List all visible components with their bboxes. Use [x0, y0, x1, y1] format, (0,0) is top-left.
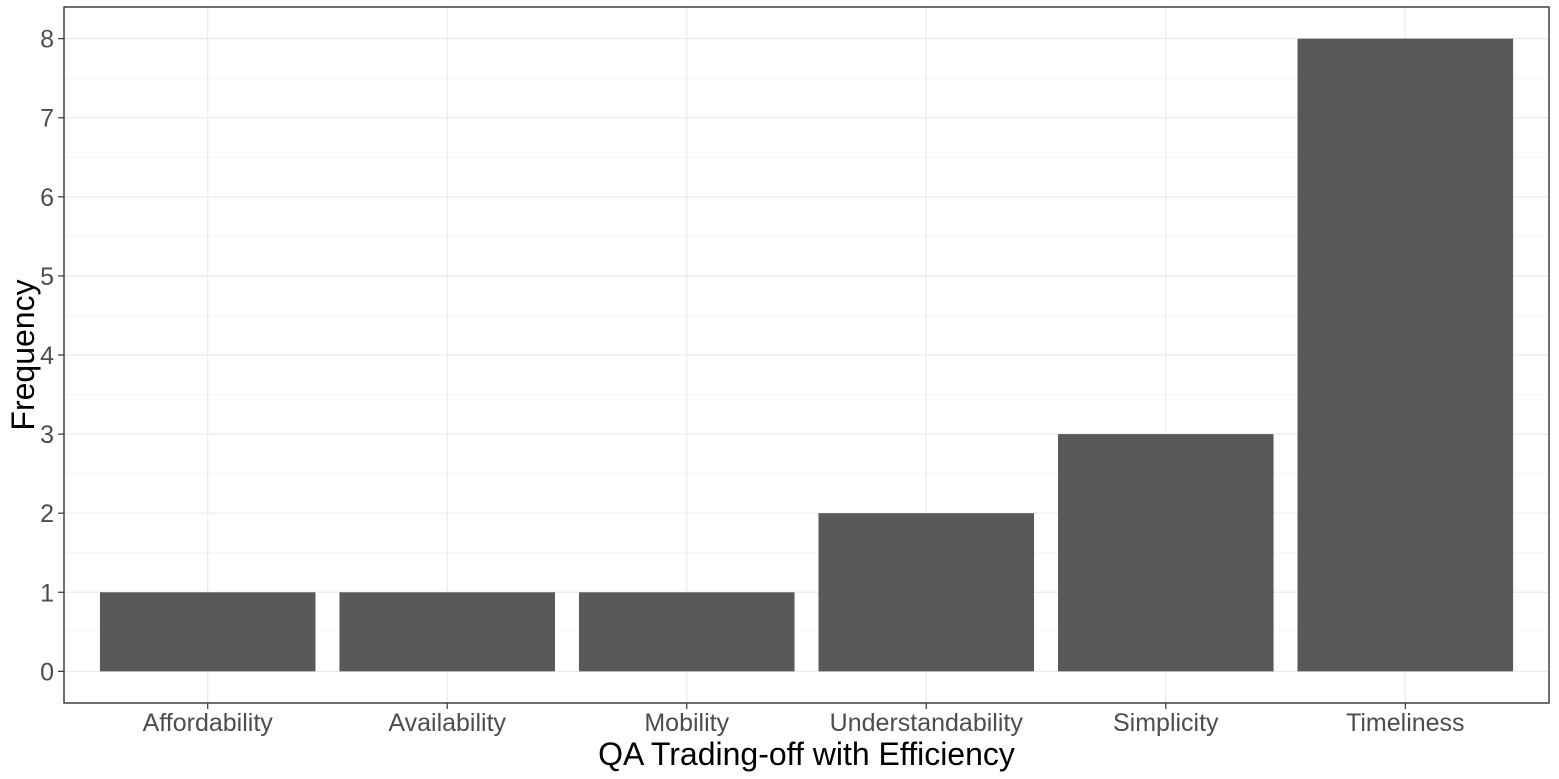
bar-affordability: [99, 592, 316, 672]
bar-simplicity: [1057, 434, 1274, 672]
bars-layer: [99, 38, 1514, 672]
y-tick-label: 5: [40, 263, 54, 291]
y-axis-title: Frequency: [5, 279, 41, 430]
y-tick-label: 6: [40, 184, 54, 212]
bar-understandability: [818, 513, 1035, 672]
bar-availability: [339, 592, 556, 672]
x-tick-label-understandability: Understandability: [830, 709, 1024, 737]
y-tick-label: 7: [40, 105, 54, 133]
x-tick-label-timeliness: Timeliness: [1346, 709, 1465, 737]
x-tick-label-simplicity: Simplicity: [1113, 709, 1219, 737]
y-tick-label: 4: [40, 342, 54, 370]
x-tick-label-affordability: Affordability: [143, 709, 274, 737]
x-axis-title: QA Trading-off with Efficiency: [598, 736, 1015, 772]
ticks-layer: 0 1 2 3 4 5 6 7 8 Affordability Availability Mobili…: [40, 26, 1464, 737]
bar-mobility: [578, 592, 795, 672]
y-tick-label: 8: [40, 26, 54, 54]
bar-timeliness: [1297, 38, 1514, 672]
y-tick-label: 0: [40, 658, 54, 686]
y-tick-label: 1: [40, 579, 54, 607]
x-tick-label-mobility: Mobility: [644, 709, 729, 737]
y-tick-label: 2: [40, 500, 54, 528]
x-tick-label-availability: Availability: [388, 709, 506, 737]
y-tick-label: 3: [40, 421, 54, 449]
